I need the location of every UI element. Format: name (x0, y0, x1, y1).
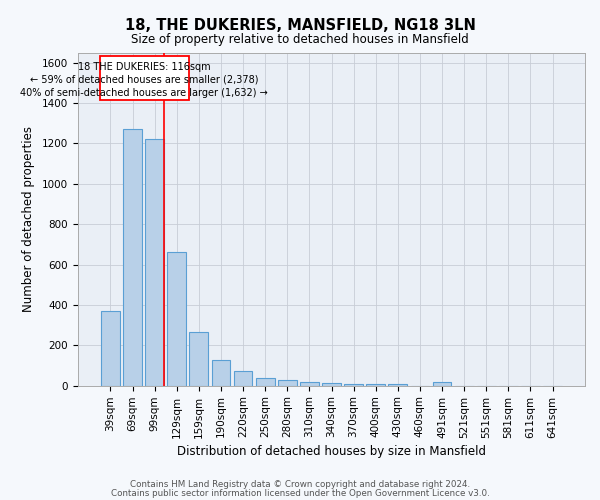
Text: Contains HM Land Registry data © Crown copyright and database right 2024.: Contains HM Land Registry data © Crown c… (130, 480, 470, 489)
Text: 18 THE DUKERIES: 116sqm: 18 THE DUKERIES: 116sqm (78, 62, 211, 72)
Bar (344, 384, 363, 386)
Text: ← 59% of detached houses are smaller (2,378): ← 59% of detached houses are smaller (2,… (30, 74, 259, 85)
Bar (388, 384, 407, 386)
Bar (256, 378, 275, 386)
Bar (367, 384, 385, 386)
X-axis label: Distribution of detached houses by size in Mansfield: Distribution of detached houses by size … (177, 444, 486, 458)
Text: 40% of semi-detached houses are larger (1,632) →: 40% of semi-detached houses are larger (… (20, 88, 268, 98)
Bar (433, 382, 451, 386)
Bar (212, 360, 230, 386)
Bar (167, 252, 186, 386)
FancyBboxPatch shape (100, 56, 189, 100)
Bar (145, 140, 164, 386)
Text: Size of property relative to detached houses in Mansfield: Size of property relative to detached ho… (131, 32, 469, 46)
Bar (190, 332, 208, 386)
Text: Contains public sector information licensed under the Open Government Licence v3: Contains public sector information licen… (110, 488, 490, 498)
Bar (101, 311, 120, 386)
Y-axis label: Number of detached properties: Number of detached properties (22, 126, 35, 312)
Bar (233, 370, 253, 386)
Bar (300, 382, 319, 386)
Text: 18, THE DUKERIES, MANSFIELD, NG18 3LN: 18, THE DUKERIES, MANSFIELD, NG18 3LN (125, 18, 475, 32)
Bar (322, 384, 341, 386)
Bar (123, 129, 142, 386)
Bar (278, 380, 296, 386)
